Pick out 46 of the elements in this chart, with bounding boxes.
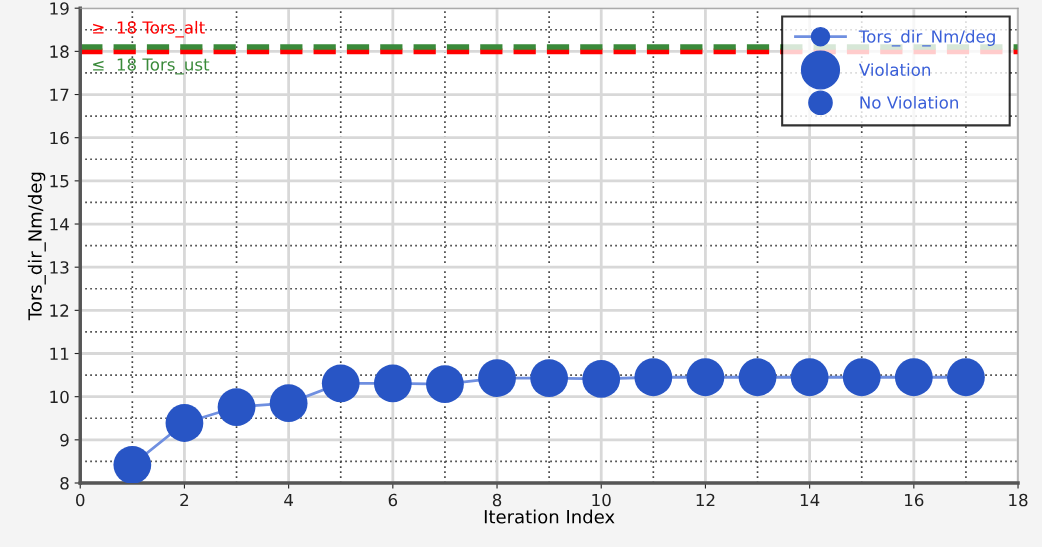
- y-tick-label: 11: [50, 347, 69, 360]
- y-tick-label: 13: [50, 261, 69, 274]
- x-tick-label: 10: [592, 493, 611, 507]
- y-tick-label: 12: [50, 304, 69, 317]
- point: [582, 360, 621, 398]
- point: [790, 358, 829, 397]
- point: [113, 445, 152, 483]
- y-tick-label: 10: [50, 390, 69, 404]
- x-tick-label: 12: [696, 493, 715, 507]
- point: [947, 358, 985, 397]
- x-tick-label: 6: [388, 493, 398, 507]
- x-tick-label: 0: [76, 493, 85, 507]
- legend-label: No Violation: [860, 95, 958, 109]
- point: [842, 358, 881, 397]
- y-tick-label: 19: [50, 2, 69, 15]
- y-tick-label: 8: [60, 476, 69, 490]
- legend-label: Violation: [858, 63, 931, 77]
- y-tick-label: 18: [50, 45, 69, 58]
- y-tick-label: 14: [50, 218, 69, 231]
- point: [894, 358, 933, 397]
- legend-label: Tors_dir_Nm/deg: [858, 29, 995, 47]
- point: [217, 388, 256, 426]
- x-axis-title: Iteration Index: [484, 509, 615, 524]
- point: [686, 358, 725, 397]
- x-tick-label: 14: [800, 493, 820, 507]
- point: [530, 359, 569, 397]
- ref-line-label: ≥ 18 Tors_alt: [93, 20, 205, 38]
- y-axis-title: Tors_dir_Nm/deg: [27, 172, 46, 321]
- point: [478, 359, 516, 397]
- point: [373, 364, 412, 403]
- x-tick-label: 2: [180, 493, 189, 507]
- x-tick-label: 4: [284, 493, 293, 507]
- y-tick-label: 9: [60, 433, 69, 447]
- y-tick-label: 16: [50, 131, 69, 145]
- x-tick-label: 16: [905, 493, 924, 507]
- y-tick-label: 17: [50, 88, 69, 101]
- point: [634, 358, 673, 397]
- point: [269, 384, 308, 423]
- point: [426, 365, 464, 404]
- point: [165, 404, 204, 442]
- x-tick-label: 18: [1009, 493, 1028, 507]
- x-tick-label: 8: [492, 493, 502, 507]
- point: [738, 358, 777, 397]
- y-tick-label: 15: [50, 175, 69, 188]
- ref-line-label: ≤ 18 Tors_ust: [93, 58, 210, 75]
- point: [321, 364, 360, 403]
